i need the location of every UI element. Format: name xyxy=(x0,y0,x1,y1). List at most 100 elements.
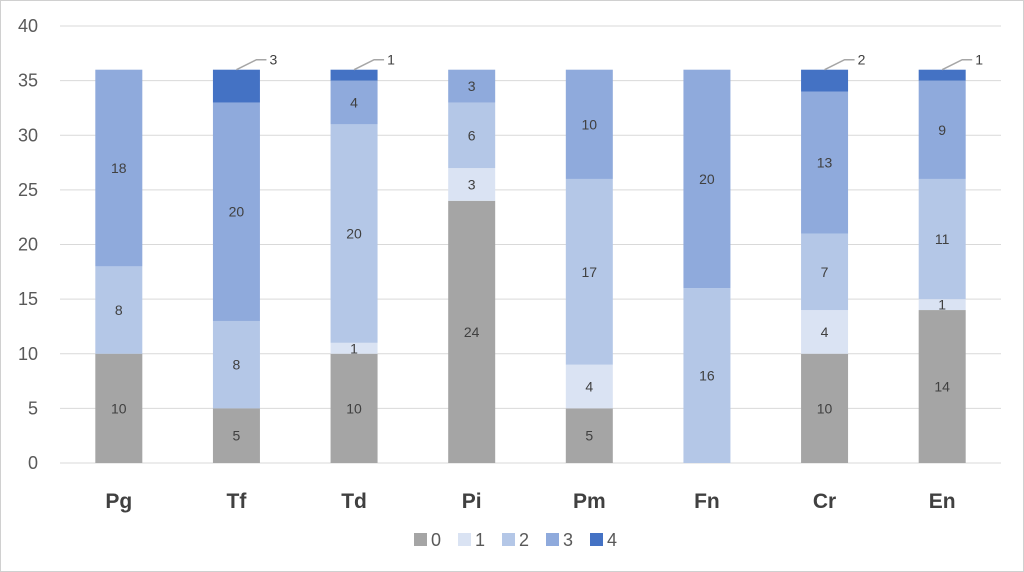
y-tick-label: 35 xyxy=(18,71,38,91)
bar-segment xyxy=(565,178,613,365)
x-tick-label: Pg xyxy=(105,490,132,513)
data-label: 10 xyxy=(111,400,127,416)
bar-segment xyxy=(95,353,143,463)
callout-labels: 3 1 2 1 xyxy=(236,52,983,71)
legend-swatch xyxy=(590,533,603,546)
bar-segment xyxy=(448,168,496,201)
bar-segment xyxy=(801,91,849,234)
data-label: 14 xyxy=(934,379,950,395)
legend-label: 4 xyxy=(607,530,617,550)
leader-line xyxy=(941,58,973,71)
x-tick-label: Fn xyxy=(694,490,720,513)
y-tick-label: 0 xyxy=(28,453,38,473)
y-axis-ticks: 0 5 10 15 20 25 30 35 40 xyxy=(18,16,38,473)
data-label: 3 xyxy=(468,78,476,94)
bar-segment xyxy=(330,69,378,81)
data-label: 8 xyxy=(233,357,241,373)
data-label: 16 xyxy=(699,368,715,384)
bar-segment xyxy=(801,69,849,92)
callout-label: 1 xyxy=(387,52,395,68)
data-label: 7 xyxy=(821,264,829,280)
bar-segment xyxy=(95,69,143,267)
y-tick-label: 20 xyxy=(18,235,38,255)
data-label: 4 xyxy=(350,94,358,110)
bar-segment xyxy=(565,364,613,409)
bar-segment xyxy=(448,69,496,103)
bar-segment xyxy=(330,80,378,125)
bar-segment xyxy=(448,200,496,464)
x-tick-label: Pm xyxy=(573,490,606,513)
data-label: 3 xyxy=(468,176,476,192)
bar-segment xyxy=(683,69,731,289)
data-label: 18 xyxy=(111,160,127,176)
data-label: 5 xyxy=(585,428,593,444)
x-tick-label: Td xyxy=(341,490,367,513)
bar-segment xyxy=(801,353,849,463)
bar-segment xyxy=(801,310,849,354)
bar-segment xyxy=(565,69,613,179)
bar-segment xyxy=(95,266,143,354)
bar-segment xyxy=(448,102,496,169)
data-label: 24 xyxy=(464,324,480,340)
bar-segment xyxy=(330,124,378,343)
data-label: 1 xyxy=(938,297,946,313)
bar-segment xyxy=(918,178,966,300)
x-tick-label: Tf xyxy=(227,490,248,513)
legend-label: 0 xyxy=(431,530,441,550)
bar-segment xyxy=(330,342,378,354)
x-tick-label: Pi xyxy=(462,490,482,513)
data-label: 20 xyxy=(699,171,715,187)
data-label: 5 xyxy=(233,428,241,444)
legend: 0 1 2 3 4 xyxy=(414,530,617,550)
bar-segment xyxy=(212,408,260,463)
bars xyxy=(95,69,966,464)
x-tick-label: Cr xyxy=(813,490,836,513)
bar-segment xyxy=(330,353,378,463)
y-tick-label: 30 xyxy=(18,125,38,145)
bar-segment xyxy=(918,69,966,81)
bar-segment xyxy=(212,69,260,103)
data-label: 13 xyxy=(817,155,833,171)
bar-segment xyxy=(683,288,731,463)
data-label: 6 xyxy=(468,127,476,143)
bar-segment xyxy=(212,102,260,321)
callout-label: 1 xyxy=(975,52,983,68)
legend-label: 1 xyxy=(475,530,485,550)
data-label: 4 xyxy=(821,324,829,340)
bar-segment xyxy=(212,320,260,409)
y-tick-label: 10 xyxy=(18,344,38,364)
data-label: 10 xyxy=(817,400,833,416)
y-tick-label: 5 xyxy=(28,398,38,418)
data-label: 9 xyxy=(938,122,946,138)
leader-line xyxy=(353,58,385,71)
callout-label: 3 xyxy=(269,52,277,68)
bar-segment xyxy=(918,310,966,463)
y-tick-label: 15 xyxy=(18,289,38,309)
data-labels: 1081858201012042436354171016201047131411… xyxy=(111,78,950,444)
data-label: 8 xyxy=(115,302,123,318)
legend-label: 3 xyxy=(563,530,573,550)
data-label: 10 xyxy=(346,400,362,416)
data-label: 4 xyxy=(585,379,593,395)
bar-segment xyxy=(918,299,966,311)
legend-swatch xyxy=(502,533,515,546)
data-label: 20 xyxy=(229,204,245,220)
data-label: 11 xyxy=(935,231,950,247)
bar-segment xyxy=(801,233,849,311)
x-axis-ticks: Pg Tf Td Pi Pm Fn Cr En xyxy=(105,490,955,513)
callout-label: 2 xyxy=(858,52,866,68)
legend-label: 2 xyxy=(519,530,529,550)
gridlines xyxy=(60,25,1001,464)
leader-line xyxy=(824,58,855,71)
bar-segment xyxy=(918,80,966,179)
y-tick-label: 40 xyxy=(18,16,38,36)
data-label: 17 xyxy=(582,264,598,280)
data-label: 1 xyxy=(350,340,358,356)
bar-segment xyxy=(565,408,613,463)
legend-swatch xyxy=(458,533,471,546)
legend-swatch xyxy=(546,533,559,546)
y-tick-label: 25 xyxy=(18,180,38,200)
x-tick-label: En xyxy=(929,490,956,513)
